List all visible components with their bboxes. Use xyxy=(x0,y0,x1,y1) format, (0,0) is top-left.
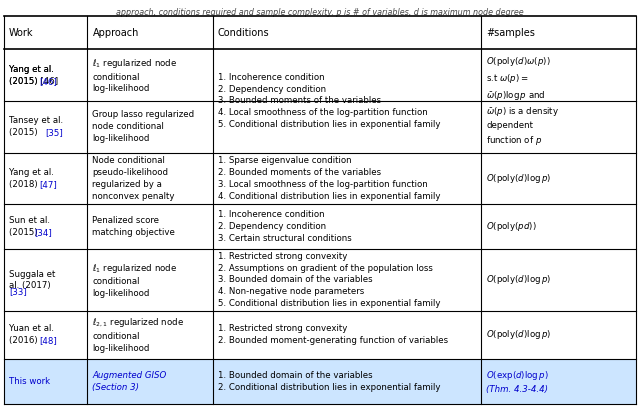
Text: This work: This work xyxy=(9,377,50,386)
Bar xyxy=(481,49,636,101)
Text: [47]: [47] xyxy=(39,180,57,189)
Text: Node conditional
pseudo-likelihood
regularized by a
nonconvex penalty: Node conditional pseudo-likelihood regul… xyxy=(92,156,175,201)
Bar xyxy=(481,16,636,49)
Text: $O(\mathrm{poly}(d)\log p)$: $O(\mathrm{poly}(d)\log p)$ xyxy=(486,172,551,185)
Text: $O(\mathrm{poly}(d)\log p)$: $O(\mathrm{poly}(d)\log p)$ xyxy=(486,274,551,287)
Bar xyxy=(4,249,88,311)
Bar xyxy=(481,311,636,359)
Text: $O(\mathrm{poly}(d)\omega(p))$
s.t $\omega(p) =$
$\bar{\omega}(p)\log p$ and
$\b: $O(\mathrm{poly}(d)\omega(p))$ s.t $\ome… xyxy=(486,55,559,147)
Bar xyxy=(88,153,212,204)
Text: $O(\exp(d)\log p)$
(Thm. 4.3-4.4): $O(\exp(d)\log p)$ (Thm. 4.3-4.4) xyxy=(486,369,549,394)
Text: Work: Work xyxy=(9,28,33,38)
Bar xyxy=(212,359,481,404)
Bar xyxy=(212,204,481,249)
Bar xyxy=(481,249,636,311)
Bar xyxy=(212,153,481,204)
Text: [33]: [33] xyxy=(9,287,27,296)
Bar xyxy=(4,101,88,153)
Text: Yang et al.
(2015): Yang et al. (2015) xyxy=(9,65,54,85)
Text: $O(\mathrm{poly}(d)\log p)$: $O(\mathrm{poly}(d)\log p)$ xyxy=(486,328,551,341)
Bar xyxy=(481,359,636,404)
Text: Conditions: Conditions xyxy=(218,28,269,38)
Bar xyxy=(4,359,88,404)
Text: 1. Restricted strong convexity
2. Bounded moment-generating function of variable: 1. Restricted strong convexity 2. Bounde… xyxy=(218,324,448,345)
Bar xyxy=(481,153,636,204)
Bar xyxy=(212,101,481,153)
Text: $\ell_1$ regularized node
conditional
log-likelihood: $\ell_1$ regularized node conditional lo… xyxy=(92,57,177,94)
Text: 1. Sparse eigenvalue condition
2. Bounded moments of the variables
3. Local smoo: 1. Sparse eigenvalue condition 2. Bounde… xyxy=(218,156,440,201)
Bar xyxy=(4,153,88,204)
Bar xyxy=(88,49,212,101)
Bar xyxy=(88,16,212,49)
Text: Approach: Approach xyxy=(92,28,139,38)
Text: [48]: [48] xyxy=(39,337,57,346)
Text: 1. Incoherence condition
2. Dependency condition
3. Bounded moments of the varia: 1. Incoherence condition 2. Dependency c… xyxy=(218,73,440,129)
Text: Suggala et
al. (2017): Suggala et al. (2017) xyxy=(9,269,56,290)
Text: 1. Bounded domain of the variables
2. Conditional distribution lies in exponenti: 1. Bounded domain of the variables 2. Co… xyxy=(218,371,440,392)
Text: $\ell_1$ regularized node
conditional
log-likelihood: $\ell_1$ regularized node conditional lo… xyxy=(92,262,177,298)
Text: $\ell_{2,1}$ regularized node
conditional
log-likelihood: $\ell_{2,1}$ regularized node conditiona… xyxy=(92,317,184,353)
Bar xyxy=(212,16,481,49)
Text: [46]: [46] xyxy=(39,77,57,85)
Bar xyxy=(88,204,212,249)
Text: [34]: [34] xyxy=(34,228,52,237)
Bar xyxy=(212,249,481,311)
Bar xyxy=(88,311,212,359)
Text: Penalized score
matching objective: Penalized score matching objective xyxy=(92,216,175,237)
Bar xyxy=(212,311,481,359)
Bar xyxy=(4,16,88,49)
Text: #samples: #samples xyxy=(486,28,535,38)
Text: Sun et al.
(2015): Sun et al. (2015) xyxy=(9,216,50,237)
Bar xyxy=(4,49,88,101)
Text: Tansey et al.
(2015): Tansey et al. (2015) xyxy=(9,116,63,137)
Bar xyxy=(88,249,212,311)
Text: 1. Incoherence condition
2. Dependency condition
3. Certain structural condition: 1. Incoherence condition 2. Dependency c… xyxy=(218,210,351,243)
Text: approach, conditions required and sample complexity. p is # of variables, d is m: approach, conditions required and sample… xyxy=(116,8,524,17)
Text: Yang et al.
(2018): Yang et al. (2018) xyxy=(9,168,54,189)
Text: [35]: [35] xyxy=(45,128,63,137)
Bar xyxy=(4,204,88,249)
Text: 1. Restricted strong convexity
2. Assumptions on gradient of the population loss: 1. Restricted strong convexity 2. Assump… xyxy=(218,252,440,308)
Text: Yuan et al.
(2016): Yuan et al. (2016) xyxy=(9,324,54,345)
Bar xyxy=(481,204,636,249)
Text: Group lasso regularized
node conditional
log-likelihood: Group lasso regularized node conditional… xyxy=(92,110,195,143)
Bar xyxy=(88,101,212,153)
Bar xyxy=(481,101,636,153)
Text: $O(\mathrm{poly}(pd))$: $O(\mathrm{poly}(pd))$ xyxy=(486,220,537,233)
Text: Augmented GISO
(Section 3): Augmented GISO (Section 3) xyxy=(92,371,166,392)
Text: Yang et al.
(2015) [46]: Yang et al. (2015) [46] xyxy=(9,65,58,85)
Bar xyxy=(88,359,212,404)
Bar xyxy=(4,311,88,359)
Bar xyxy=(212,49,481,101)
